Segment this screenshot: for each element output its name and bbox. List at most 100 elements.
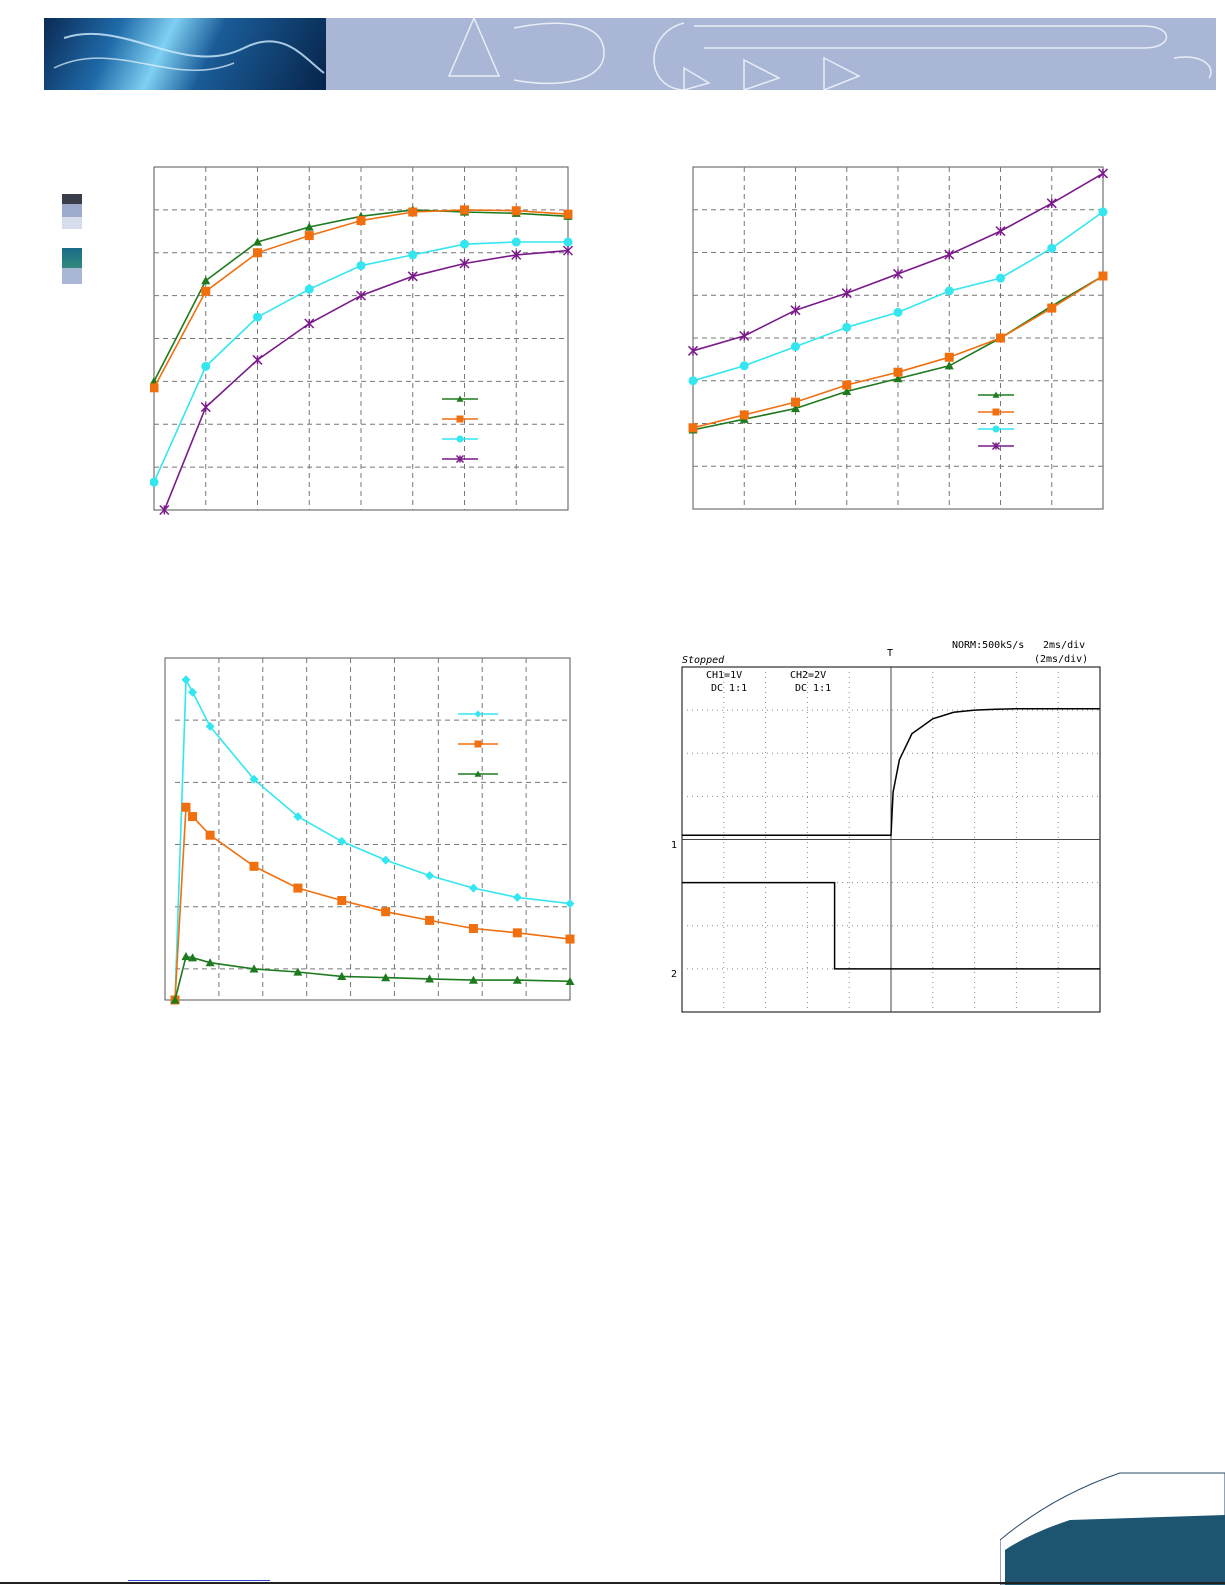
diamond-marker: [565, 899, 575, 909]
triangle-marker: [181, 951, 191, 961]
triangle-marker: [249, 964, 259, 973]
scope-status: Stopped: [682, 655, 725, 666]
header-banner: [44, 18, 1216, 90]
square-marker: [474, 740, 482, 748]
diamond-marker: [468, 883, 478, 893]
triangle-marker: [791, 404, 800, 413]
scope-timebase: 2ms/div: [1043, 640, 1085, 651]
diamond-marker: [181, 675, 191, 685]
circle-marker: [996, 273, 1005, 283]
square-marker: [468, 923, 478, 933]
triangle-marker: [992, 391, 1000, 398]
circle-marker: [511, 237, 521, 247]
square-marker: [739, 410, 749, 420]
x-marker: [252, 354, 263, 365]
diamond-marker: [474, 710, 482, 718]
triangle-marker: [205, 958, 215, 967]
scope-timebase-sub: (2ms/div): [1034, 654, 1088, 665]
legend: [458, 710, 498, 777]
circle-marker: [563, 237, 573, 247]
circle-marker: [944, 286, 954, 296]
triangle-marker: [253, 237, 262, 246]
circle-marker: [842, 322, 852, 332]
scope-trace-ch1: [682, 708, 1100, 836]
scope-trigger-marker: T: [887, 648, 893, 659]
square-marker: [304, 231, 314, 241]
scope-traces: [682, 708, 1100, 970]
diamond-marker: [188, 687, 198, 697]
circle-marker: [201, 361, 211, 371]
square-marker: [512, 928, 522, 938]
diamond-marker: [425, 871, 435, 881]
side-swatch-teal: [62, 248, 82, 268]
x-marker: [995, 226, 1006, 237]
circle-marker: [1047, 243, 1057, 253]
scope-trigger-mode: NORM:500kS/s: [952, 640, 1024, 651]
circle-marker: [688, 376, 698, 386]
square-marker: [893, 367, 903, 377]
x-marker: [1097, 168, 1109, 179]
series-group: [150, 205, 574, 516]
grid: [175, 658, 570, 1000]
header-logo-shapes: [53, 18, 1212, 90]
efficiency-chart: [150, 166, 574, 516]
x-marker: [1046, 198, 1057, 209]
triangle-marker: [381, 973, 391, 982]
diamond-marker: [249, 774, 259, 784]
x-marker: [562, 245, 574, 256]
triangle-marker: [293, 967, 303, 976]
square-marker: [201, 286, 211, 296]
x-marker: [511, 249, 522, 260]
triangle-marker: [201, 276, 211, 285]
square-marker: [563, 209, 573, 219]
scope-ch2-marker: 2: [671, 969, 677, 980]
x-marker: [159, 504, 170, 516]
square-marker: [205, 830, 215, 840]
diamond-marker: [337, 836, 347, 846]
triangle-marker: [188, 953, 198, 962]
x-marker: [841, 288, 852, 299]
circle-marker: [456, 435, 464, 443]
square-marker: [337, 896, 347, 906]
scope-ch2-coupling: DC 1:1: [795, 683, 831, 694]
side-swatch-periwinkle: [62, 268, 82, 284]
square-marker: [511, 206, 521, 216]
square-marker: [1047, 303, 1057, 313]
square-marker: [356, 216, 366, 226]
triangle-marker: [468, 975, 478, 984]
circle-marker: [356, 261, 366, 271]
x-marker: [355, 290, 367, 301]
circle-marker: [408, 250, 418, 260]
legend: [978, 391, 1014, 451]
square-marker: [996, 333, 1005, 343]
x-marker: [459, 258, 470, 269]
footer-corner-graphic: [1000, 1472, 1225, 1585]
x-marker: [892, 268, 904, 279]
side-swatch-blue: [62, 204, 82, 217]
x-marker: [790, 305, 801, 316]
power-dissipation-chart: [688, 166, 1109, 510]
diamond-marker: [293, 812, 303, 822]
diamond-marker: [381, 855, 391, 865]
scope-grid: [682, 667, 1100, 1012]
square-marker: [688, 423, 698, 433]
x-marker: [739, 330, 750, 341]
square-marker: [425, 915, 435, 925]
series-group: [170, 675, 575, 1005]
side-swatch-light: [62, 217, 82, 229]
triangle-marker: [512, 975, 522, 984]
x-marker: [200, 402, 211, 413]
footer-link-underline[interactable]: [128, 1580, 270, 1581]
square-marker: [293, 883, 303, 893]
circle-marker: [791, 342, 800, 352]
scope-trace-ch2: [682, 881, 1100, 970]
triangle-marker: [944, 361, 954, 370]
triangle-marker: [474, 770, 482, 777]
derating-chart: [164, 657, 575, 1005]
triangle-marker: [425, 974, 435, 983]
legend: [442, 395, 478, 464]
triangle-marker: [337, 971, 347, 980]
square-marker: [408, 207, 418, 217]
circle-marker: [1098, 207, 1108, 217]
scope-ch1-setting: CH1=1V: [706, 670, 742, 681]
